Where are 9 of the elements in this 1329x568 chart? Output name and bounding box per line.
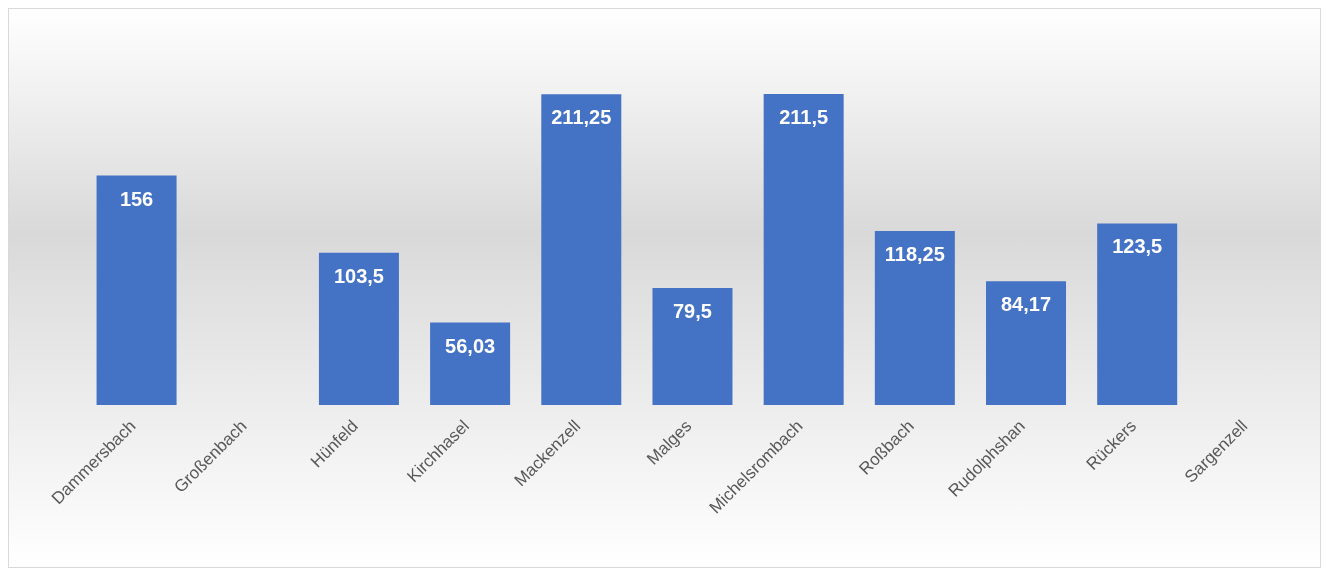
- data-label: 118,25: [884, 243, 945, 266]
- data-label: 103,5: [333, 264, 384, 287]
- data-label: 123,5: [1112, 235, 1163, 258]
- data-label: 79,5: [673, 300, 712, 323]
- data-label: 84,17: [1000, 293, 1052, 316]
- data-label: 56,03: [445, 334, 496, 357]
- data-label: 211,25: [551, 106, 612, 129]
- data-label: 211,5: [779, 106, 829, 128]
- data-label: 156: [119, 187, 154, 210]
